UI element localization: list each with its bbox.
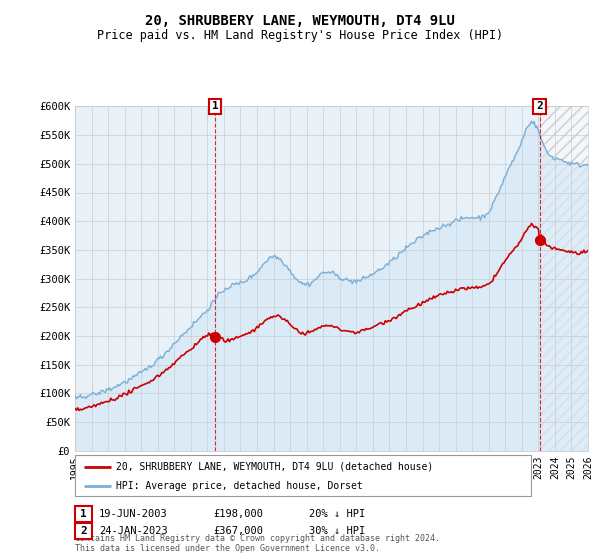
Text: HPI: Average price, detached house, Dorset: HPI: Average price, detached house, Dors… xyxy=(116,480,362,491)
Text: 20, SHRUBBERY LANE, WEYMOUTH, DT4 9LU: 20, SHRUBBERY LANE, WEYMOUTH, DT4 9LU xyxy=(145,14,455,28)
Text: Price paid vs. HM Land Registry's House Price Index (HPI): Price paid vs. HM Land Registry's House … xyxy=(97,29,503,42)
Text: 2: 2 xyxy=(536,101,543,111)
Text: 20% ↓ HPI: 20% ↓ HPI xyxy=(309,509,365,519)
Text: 24-JAN-2023: 24-JAN-2023 xyxy=(99,526,168,536)
Text: £367,000: £367,000 xyxy=(213,526,263,536)
Text: £198,000: £198,000 xyxy=(213,509,263,519)
Text: 30% ↓ HPI: 30% ↓ HPI xyxy=(309,526,365,536)
Text: 1: 1 xyxy=(80,509,87,519)
Text: 20, SHRUBBERY LANE, WEYMOUTH, DT4 9LU (detached house): 20, SHRUBBERY LANE, WEYMOUTH, DT4 9LU (d… xyxy=(116,461,433,472)
Text: 19-JUN-2003: 19-JUN-2003 xyxy=(99,509,168,519)
Text: Contains HM Land Registry data © Crown copyright and database right 2024.
This d: Contains HM Land Registry data © Crown c… xyxy=(75,534,440,553)
Text: 1: 1 xyxy=(212,101,218,111)
Text: 2: 2 xyxy=(80,526,87,536)
